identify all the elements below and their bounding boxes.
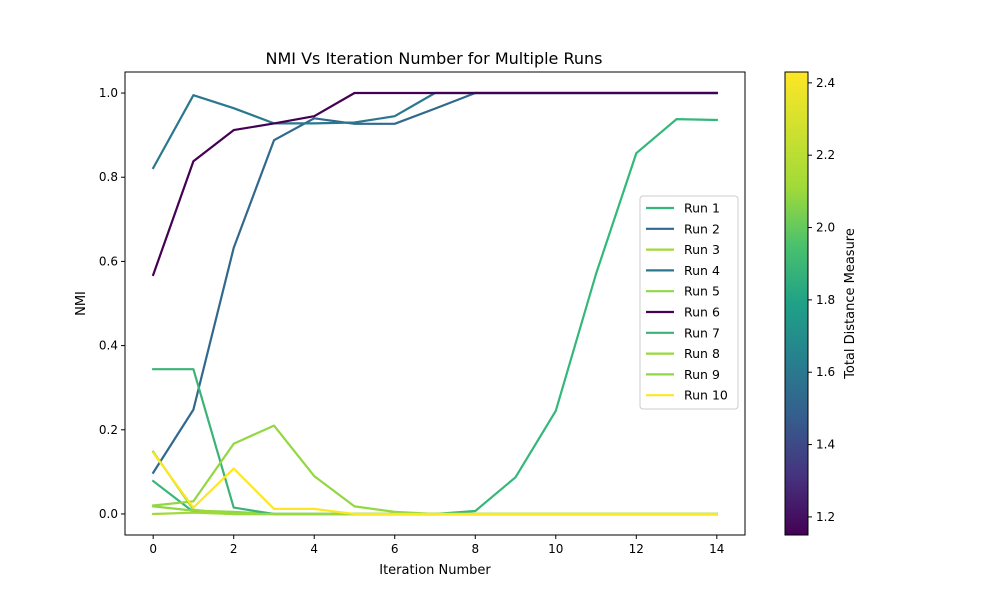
y-tick-label: 0.6 <box>99 254 118 268</box>
legend-label-run-7: Run 7 <box>684 325 720 340</box>
x-tick-label: 0 <box>149 542 157 556</box>
y-axis-ticks: 0.0 0.2 0.4 0.6 0.8 1.0 <box>99 86 125 521</box>
colorbar-tick-label: 1.2 <box>816 510 835 524</box>
series-line-run-6 <box>151 91 718 277</box>
x-tick-label: 2 <box>230 542 238 556</box>
colorbar-label: Total Distance Measure <box>843 228 858 380</box>
plot-frame <box>124 71 746 536</box>
legend-label-run-1: Run 1 <box>684 201 720 216</box>
series-line-run-2 <box>151 91 718 475</box>
series-line-run-10 <box>151 451 718 516</box>
x-axis-ticks: 0 2 4 6 8 10 12 14 <box>149 535 724 556</box>
colorbar-tick-label: 1.8 <box>816 293 835 307</box>
legend: Run 1 Run 2 Run 3 Run 4 Run 5 Run 6 Run 7 Run 8… <box>639 195 739 410</box>
x-axis-label: Iteration Number <box>379 563 491 578</box>
legend-label-run-4: Run 4 <box>684 263 720 278</box>
y-axis-label: NMI <box>74 291 89 316</box>
series-line-run-1 <box>151 117 718 516</box>
x-tick-label: 10 <box>548 542 563 556</box>
y-tick-label: 0.8 <box>99 170 118 184</box>
colorbar-tick-label: 1.4 <box>816 438 835 452</box>
y-tick-label: 0.4 <box>99 339 118 353</box>
y-tick-label: 0.2 <box>99 423 118 437</box>
colorbar-tick-label: 1.6 <box>816 365 835 379</box>
chart-title: NMI Vs Iteration Number for Multiple Run… <box>266 49 603 68</box>
x-tick-label: 12 <box>629 542 644 556</box>
x-tick-label: 4 <box>310 542 318 556</box>
x-tick-label: 6 <box>391 542 399 556</box>
legend-label-run-2: Run 2 <box>684 221 720 236</box>
series-line-run-9 <box>151 424 718 516</box>
legend-label-run-6: Run 6 <box>684 305 720 320</box>
colorbar-gradient <box>784 71 809 536</box>
series-line-run-8 <box>151 450 718 516</box>
colorbar-tick-label: 2.4 <box>816 76 835 90</box>
legend-label-run-10: Run 10 <box>684 388 728 403</box>
legend-label-run-8: Run 8 <box>684 346 720 361</box>
series-layer <box>151 91 718 516</box>
legend-label-run-5: Run 5 <box>684 284 720 299</box>
x-tick-label: 14 <box>709 542 724 556</box>
legend-label-run-9: Run 9 <box>684 367 720 382</box>
colorbar-tick-label: 2.0 <box>816 221 835 235</box>
y-tick-label: 1.0 <box>99 86 118 100</box>
legend-label-run-3: Run 3 <box>684 242 720 257</box>
colorbar: 1.2 1.4 1.6 1.8 2.0 2.2 2.4 Total Distance Mea… <box>784 71 858 536</box>
x-tick-label: 8 <box>471 542 479 556</box>
colorbar-tick-label: 2.2 <box>816 148 835 162</box>
y-tick-label: 0.0 <box>99 507 118 521</box>
